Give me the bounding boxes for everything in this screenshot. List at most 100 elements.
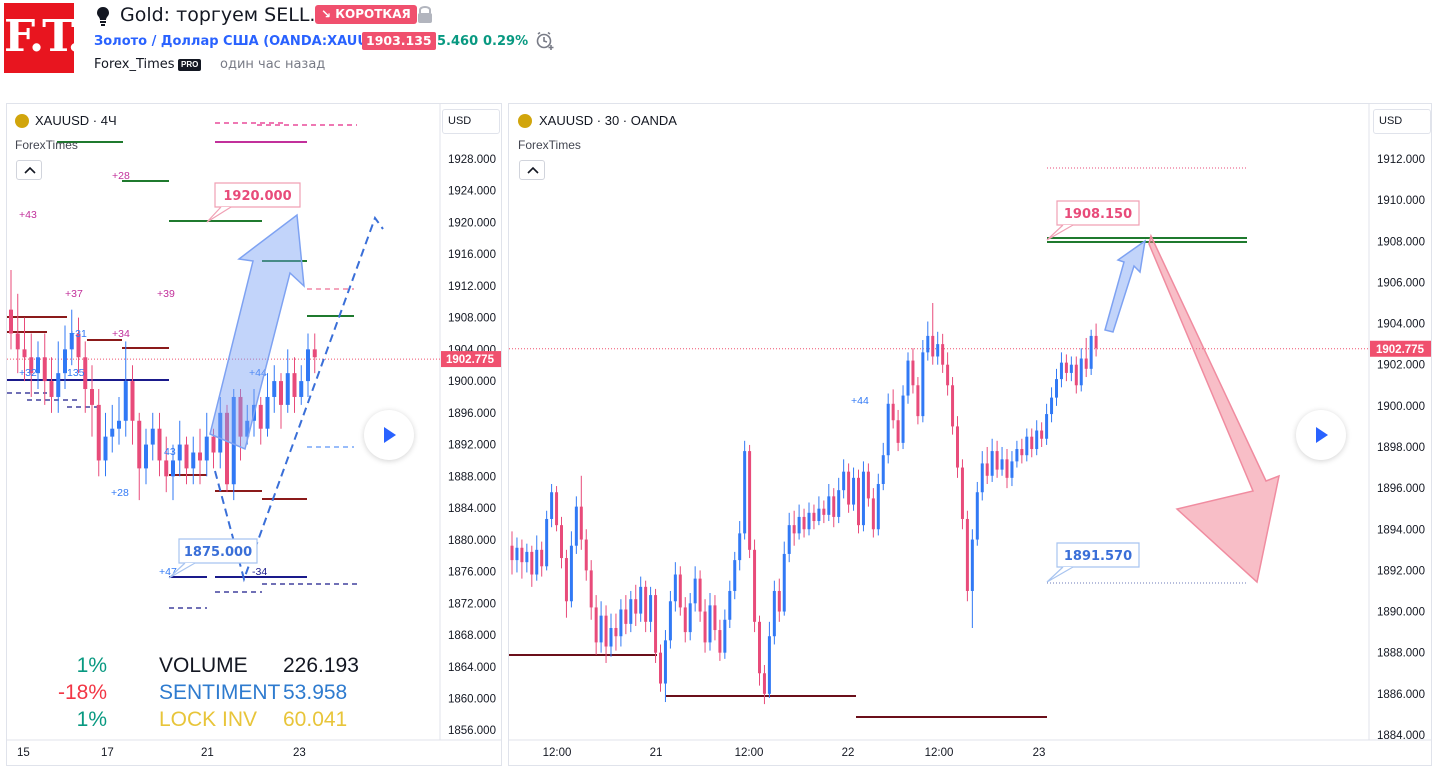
candle-body: [718, 630, 722, 653]
candle-body: [49, 381, 54, 397]
target-up-label-pointer: [206, 206, 232, 223]
collapse-legend-button[interactable]: [519, 160, 545, 180]
candle-body: [832, 496, 836, 517]
candle-body: [312, 349, 317, 358]
candle-body: [842, 471, 846, 491]
level-label: +28: [111, 487, 129, 499]
last-price-badge: 1903.135: [362, 32, 436, 50]
candle-body: [762, 673, 766, 694]
level-label: 135: [67, 367, 85, 379]
chevron-up-icon: [527, 166, 539, 174]
gold-coin-icon: [15, 114, 29, 128]
chart-panel-4h[interactable]: 1928.000 1924.000 1920.000 1916.000 1912.000…: [6, 103, 502, 766]
candle-body: [812, 512, 816, 522]
candle-body: [634, 599, 638, 614]
gold-coin-icon: [518, 114, 532, 128]
candle-body: [22, 349, 27, 358]
candle-body: [792, 525, 796, 534]
candle-body: [525, 551, 529, 563]
candle-body: [926, 335, 930, 353]
candle-body: [654, 595, 658, 653]
candle-body: [659, 652, 662, 684]
candle-body: [231, 396, 236, 485]
candle-body: [1015, 449, 1019, 462]
candle-body: [668, 601, 672, 641]
candle-body: [921, 352, 925, 417]
currency-selector[interactable]: USD: [442, 109, 500, 134]
time-tick-label: 21: [650, 747, 663, 759]
candle-body: [579, 506, 583, 540]
target-down-label-box: [1056, 542, 1140, 568]
candle-body: [177, 444, 182, 461]
brand-logo[interactable]: F.T.: [4, 3, 83, 73]
candlestick-chart-30m[interactable]: 1912.000 1910.000 1908.000 1906.000 1904.000…: [509, 104, 1432, 766]
candle-body: [713, 605, 717, 631]
candle-body: [272, 381, 277, 397]
candle-body: [520, 547, 524, 563]
play-replay-button[interactable]: [364, 410, 414, 460]
collapse-legend-button[interactable]: [16, 160, 42, 180]
candle-body: [130, 381, 135, 421]
candle-body: [1040, 430, 1044, 439]
candle-body: [1020, 449, 1024, 456]
stat-name: LOCK INV: [159, 708, 257, 731]
candle-body: [63, 349, 67, 374]
candle-body: [1030, 436, 1034, 450]
level-label: +44: [249, 367, 267, 379]
candle-body: [663, 640, 667, 684]
candle-body: [574, 506, 578, 546]
chart-panel-30m[interactable]: 1912.000 1910.000 1908.000 1906.000 1904.000…: [508, 103, 1432, 766]
candle-body: [609, 627, 613, 647]
candle-body: [985, 463, 989, 476]
price-tick-label: 1860.000: [448, 694, 496, 706]
candle-body: [204, 436, 209, 461]
price-tick-label: 1912.000: [1377, 154, 1425, 166]
candle-body: [90, 389, 94, 405]
candle-body: [876, 484, 880, 530]
symbol-link[interactable]: Золото / Доллар США (OANDA:XAUUSD): [94, 34, 394, 49]
lock-icon: [418, 6, 432, 23]
price-change: 5.460: [437, 34, 479, 49]
stat-name: SENTIMENT: [159, 681, 281, 704]
price-tick-label: 1888.000: [448, 471, 496, 483]
target-up-label: 1908.150: [1064, 207, 1132, 222]
target-down-label-pointer: [168, 562, 196, 579]
play-replay-button[interactable]: [1296, 410, 1346, 460]
target-up-label-pointer: [1046, 224, 1074, 241]
candle-body: [639, 586, 643, 614]
price-tick-label: 1856.000: [448, 725, 496, 737]
level-label: +32: [19, 367, 37, 379]
candle-body: [150, 428, 155, 445]
candle-body: [530, 551, 534, 575]
price-tick-label: 1928.000: [448, 154, 496, 166]
candle-body: [946, 364, 950, 386]
level-label: +31: [69, 328, 87, 340]
candle-body: [822, 508, 826, 515]
candle-body: [76, 333, 81, 358]
author-name[interactable]: Forex_Times: [94, 57, 175, 72]
currency-selector[interactable]: USD: [1373, 109, 1431, 134]
candle-body: [733, 560, 737, 591]
candle-body: [827, 496, 831, 515]
candle-body: [797, 516, 801, 534]
price-tick-label: 1924.000: [448, 186, 496, 198]
add-alert-icon[interactable]: [535, 31, 555, 51]
time-tick-label: 23: [293, 747, 306, 759]
stat-change-percent: 1%: [77, 654, 107, 677]
candle-body: [861, 471, 865, 526]
candle-body: [728, 590, 732, 620]
candlestick-chart-4h[interactable]: 1928.000 1924.000 1920.000 1916.000 1912.000…: [7, 104, 502, 766]
candle-body: [906, 360, 910, 396]
candle-body: [678, 574, 682, 608]
candle-body: [42, 357, 47, 382]
chart-symbol-title: XAUUSD · 30 · OANDA: [539, 113, 677, 128]
candle-body: [911, 360, 915, 386]
candle-body: [753, 549, 757, 622]
play-icon: [384, 427, 396, 443]
candle-body: [594, 607, 598, 643]
candle-body: [584, 539, 588, 571]
price-tick-label: 1902.000: [1377, 360, 1425, 372]
candle-body: [1089, 335, 1093, 369]
candle-body: [881, 455, 885, 485]
price-tick-label: 1886.000: [1377, 689, 1425, 701]
